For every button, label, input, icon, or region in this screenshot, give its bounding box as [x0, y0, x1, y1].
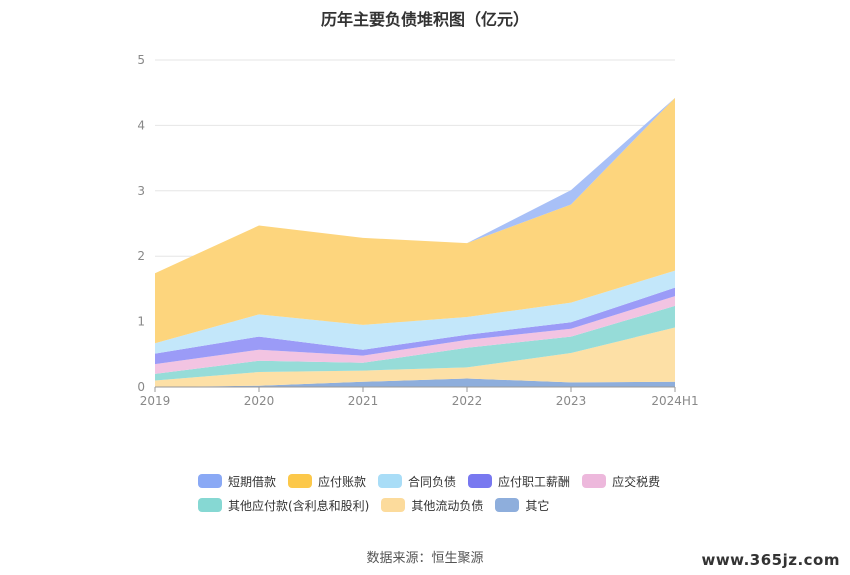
- x-tick-label: 2019: [140, 394, 171, 408]
- legend-label: 短期借款: [228, 474, 277, 489]
- y-tick-label: 3: [137, 184, 145, 198]
- chart-title: 历年主要负债堆积图（亿元）: [320, 10, 529, 29]
- legend-item[interactable]: 其它: [495, 496, 549, 514]
- x-tick-label: 2024H1: [651, 394, 698, 408]
- area-应交税费: [155, 296, 675, 374]
- legend-label: 合同负债: [408, 474, 457, 489]
- legend-swatch: [495, 498, 520, 512]
- area-其它: [155, 378, 675, 387]
- area-合同负债: [155, 270, 675, 354]
- area-应付职工薪酬: [155, 287, 675, 365]
- legend-item[interactable]: 应付职工薪酬: [468, 472, 570, 490]
- legend-label: 应交税费: [612, 474, 661, 489]
- legend-label: 应付账款: [318, 474, 367, 489]
- y-tick-label: 0: [137, 380, 145, 394]
- legend-label: 其他流动负债: [411, 498, 484, 513]
- legend-swatch: [378, 474, 403, 488]
- legend: 短期借款 应付账款 合同负债 应付职工薪酬 应交税费其他应付款(含利息和股利) 其他流动负…: [198, 472, 718, 520]
- axes: 0 1 2 3 4 5 2019 2020 2021 2022 2023 2024H1: [137, 53, 698, 408]
- legend-label: 应付职工薪酬: [498, 474, 571, 489]
- legend-item[interactable]: 合同负债: [378, 472, 456, 490]
- y-tick-label: 1: [137, 315, 145, 329]
- x-tick-label: 2020: [244, 394, 275, 408]
- y-tick-label: 2: [137, 249, 145, 263]
- x-tick-label: 2022: [452, 394, 483, 408]
- watermark: www.365jz.com: [701, 551, 840, 569]
- area-其他流动负债: [155, 327, 675, 387]
- legend-swatch: [468, 474, 493, 488]
- y-tick-label: 5: [137, 53, 145, 67]
- legend-swatch: [198, 474, 222, 488]
- legend-swatch: [288, 474, 313, 488]
- legend-item[interactable]: 应交税费: [582, 472, 660, 490]
- legend-item[interactable]: 应付账款: [288, 472, 366, 490]
- stacked-area-chart: 0 1 2 3 4 5 2019 2020 2021 2022 2023 2024H1: [137, 53, 698, 408]
- legend-item[interactable]: 其他流动负债: [381, 496, 483, 514]
- legend-label: 其他应付款(含利息和股利): [228, 498, 370, 513]
- y-tick-label: 4: [137, 118, 145, 132]
- x-tick-label: 2023: [556, 394, 587, 408]
- area-应付账款: [155, 97, 675, 344]
- legend-item[interactable]: 其他应付款(含利息和股利): [198, 496, 369, 514]
- legend-swatch: [582, 474, 607, 488]
- legend-swatch: [381, 498, 406, 512]
- legend-label: 其它: [525, 498, 550, 513]
- legend-item[interactable]: 短期借款: [198, 472, 276, 490]
- legend-swatch: [198, 498, 222, 512]
- x-tick-label: 2021: [348, 394, 379, 408]
- area-series: [155, 97, 675, 387]
- area-其他应付款(含利息和股利): [155, 305, 675, 381]
- data-source-note: 数据来源：恒生聚源: [366, 551, 484, 566]
